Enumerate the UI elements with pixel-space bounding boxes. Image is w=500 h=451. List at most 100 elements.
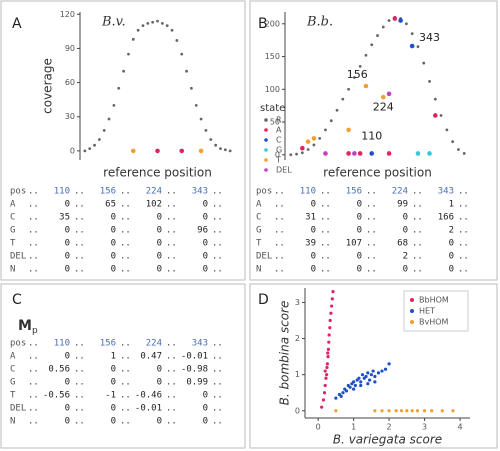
separator: .. — [166, 239, 177, 249]
annotation: 343 — [419, 31, 440, 44]
coverage-point — [387, 19, 391, 22]
coverage-point — [352, 76, 356, 79]
separator: .. — [166, 404, 177, 414]
table-cell: 2 — [449, 226, 454, 236]
header-cell: 110 — [300, 187, 316, 197]
coverage-point — [156, 19, 159, 23]
coverage-point — [312, 143, 316, 147]
separator: .. — [28, 213, 39, 223]
scatter-point — [405, 409, 409, 413]
separator: .. — [74, 391, 85, 401]
separator: .. — [212, 213, 223, 223]
coverage-point — [329, 119, 333, 123]
table-cell: 1 — [449, 200, 454, 210]
separator: .. — [28, 187, 39, 197]
scatter-point — [373, 409, 377, 413]
matrix-label: Mp — [18, 318, 38, 336]
row-label: C — [256, 213, 261, 223]
coverage-point — [416, 45, 420, 49]
coverage-point — [364, 53, 368, 57]
scatter-point — [328, 318, 332, 323]
header-cell: 110 — [54, 339, 70, 349]
row-label: C — [10, 213, 15, 223]
state-point — [409, 43, 415, 49]
table-cell: 68 — [397, 239, 408, 249]
separator: .. — [274, 226, 285, 236]
matrix-name: M — [18, 318, 32, 334]
legend-box — [403, 290, 469, 332]
separator: .. — [458, 226, 469, 236]
separator: .. — [166, 417, 177, 427]
coverage-point — [170, 28, 174, 32]
legend-label: HET — [419, 307, 435, 316]
legend-label: DEL — [276, 166, 292, 175]
separator: .. — [212, 378, 223, 388]
separator: .. — [320, 252, 331, 262]
scatter-point — [325, 373, 329, 377]
separator: .. — [74, 239, 85, 249]
coverage-point — [175, 39, 179, 42]
row-label: G — [10, 226, 15, 236]
y-tick-label: 150 — [265, 52, 280, 61]
header-label: pos — [256, 187, 272, 197]
coverage-point — [445, 128, 449, 132]
x-tick-label: 2 — [387, 423, 392, 432]
table-cell: 0 — [157, 226, 162, 236]
coverage-point — [97, 138, 101, 141]
separator: .. — [212, 391, 223, 401]
separator: .. — [320, 187, 331, 197]
table-cell: 0.47 — [140, 352, 162, 362]
table-cell: 0 — [203, 213, 208, 223]
table-cell: 0 — [157, 213, 162, 223]
table-cell: 0 — [65, 265, 70, 275]
annotation: 224 — [373, 101, 394, 114]
table-cell: -0.01 — [181, 352, 208, 362]
separator: .. — [74, 213, 85, 223]
separator: .. — [120, 352, 131, 362]
table-cell: 0 — [65, 378, 70, 388]
header-cell: 343 — [192, 187, 208, 197]
x-tick-label: 0 — [316, 423, 321, 432]
separator: .. — [412, 200, 423, 210]
state-point — [179, 148, 185, 154]
header-cell: 156 — [100, 339, 116, 349]
scatter-point — [326, 347, 331, 351]
separator: .. — [366, 226, 377, 236]
y-tick-label: 0 — [275, 150, 280, 159]
legend-label: BbHOM — [419, 296, 449, 305]
separator: .. — [366, 187, 377, 197]
separator: .. — [212, 339, 223, 349]
coverage-point — [358, 64, 362, 68]
separator: .. — [74, 187, 85, 197]
y-tick-label: 30 — [65, 112, 75, 121]
scatter-point — [320, 405, 324, 409]
scatter-point — [329, 311, 333, 315]
table-cell: 0 — [203, 391, 208, 401]
state-point — [398, 18, 403, 23]
panel-frame — [249, 0, 498, 281]
separator: .. — [212, 226, 223, 236]
separator: .. — [166, 265, 177, 275]
state-point — [433, 113, 438, 118]
table-cell: 0 — [157, 239, 162, 249]
separator: .. — [320, 213, 331, 223]
coverage-point — [422, 61, 426, 65]
separator: .. — [120, 378, 131, 388]
separator: .. — [74, 352, 85, 362]
legend-label: R — [276, 116, 282, 125]
legend-swatch — [410, 320, 414, 324]
separator: .. — [28, 365, 39, 375]
scatter-point — [325, 362, 329, 366]
separator: .. — [74, 200, 85, 210]
coverage-point — [405, 22, 408, 26]
separator: .. — [412, 187, 423, 197]
coverage-point — [190, 86, 193, 90]
panel-frame — [0, 283, 246, 449]
scatter-point — [383, 367, 388, 371]
scatter-point — [339, 394, 343, 398]
separator: .. — [28, 200, 39, 210]
scatter-point — [366, 382, 370, 386]
scatter-point — [330, 297, 334, 301]
table-cell: -0.01 — [135, 404, 162, 414]
